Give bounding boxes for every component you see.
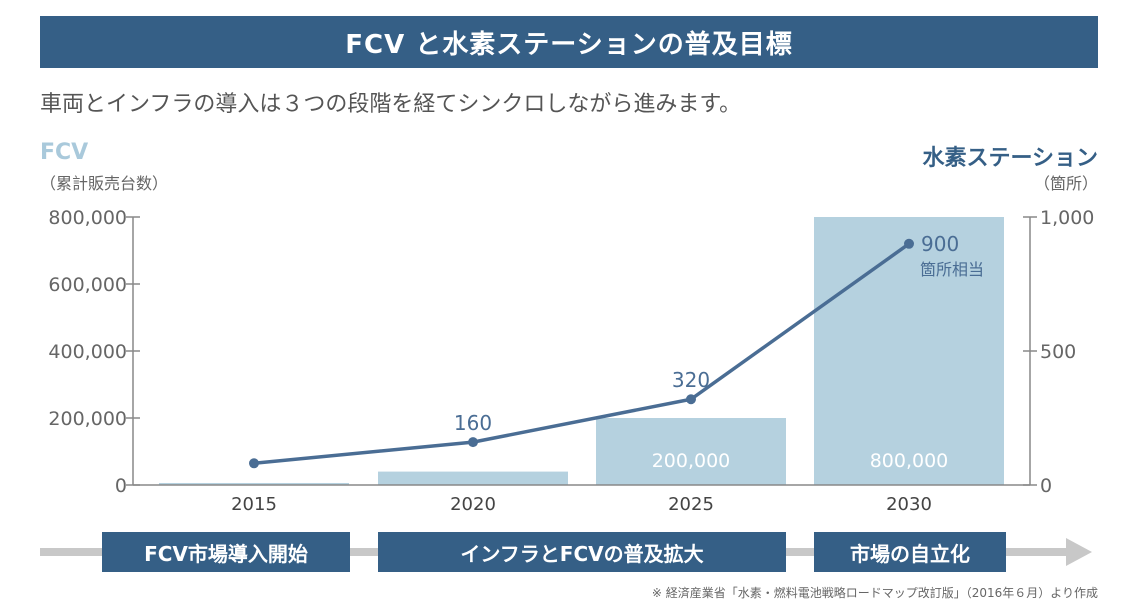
phase-2-label: インフラとFCVの普及拡大 [460,541,704,566]
left-tick-label: 800,000 [48,207,127,229]
left-axis-unit: （累計販売台数） [40,174,169,193]
right-tick-label: 0 [1040,475,1052,497]
left-tick-label: 600,000 [48,274,127,296]
line-value-note: 箇所相当 [920,260,984,279]
bar-value-label: 800,000 [870,450,949,472]
timeline-arrow-head-icon [1066,538,1092,566]
left-tick-label: 200,000 [48,408,127,430]
phase-1-box: FCV市場導入開始 [102,532,350,572]
x-tick-label: 2025 [668,494,714,515]
station-point [249,458,259,469]
page-title-banner: FCV と水素ステーションの普及目標 [40,16,1098,68]
station-point [686,394,696,405]
station-point [468,437,478,448]
left-tick-label: 400,000 [48,341,127,363]
phase-1-label: FCV市場導入開始 [144,541,308,566]
subtitle: 車両とインフラの導入は３つの段階を経てシンクロしながら進みます。 [40,92,742,117]
right-tick-label: 1,000 [1040,207,1094,229]
bar-2020 [378,471,568,485]
station-line [253,242,911,466]
bar-2030 [814,217,1004,485]
bar-2025 [596,418,786,485]
source-footnote: ※ 経済産業省「水素・燃料電池戦略ロードマップ改訂版」（2016年６月）より作成 [651,586,1098,600]
phase-3-label: 市場の自立化 [850,541,970,566]
right-axis-title: 水素ステーション [922,146,1098,171]
right-tick-label: 500 [1040,341,1076,363]
line-value-label: 320 [672,368,710,392]
left-axis-title: FCV [40,140,89,165]
phase-3-box: 市場の自立化 [814,532,1006,572]
x-tick-label: 2030 [886,494,932,515]
page-title: FCV と水素ステーションの普及目標 [345,29,793,60]
bar-value-label: 200,000 [652,450,731,472]
station-point [904,238,914,249]
line-value-label: 160 [454,411,492,435]
line-value-label: 900 [921,232,959,256]
bar-2015 [159,482,349,485]
phase-2-box: インフラとFCVの普及拡大 [378,532,786,572]
x-tick-label: 2020 [450,494,496,515]
bar-value-label: 40,000 [440,450,506,472]
x-tick-label: 2015 [231,494,277,515]
left-tick-label: 0 [115,475,127,497]
right-axis-unit: （箇所） [1033,174,1098,193]
